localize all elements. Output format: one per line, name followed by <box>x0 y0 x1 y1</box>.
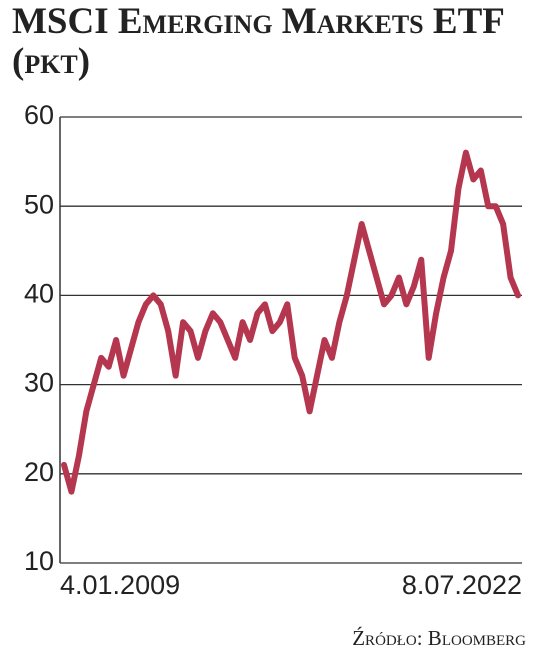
source-note: Źródło: Bloomberg <box>352 626 526 650</box>
y-tick-label: 60 <box>24 100 54 130</box>
y-tick-label: 10 <box>24 546 54 576</box>
x-tick-label: 8.07.2022 <box>402 570 522 600</box>
chart-title: MSCI Emerging Markets ETF (pkt) <box>12 1 504 82</box>
y-tick-label: 30 <box>24 368 54 398</box>
y-tick-label: 20 <box>24 457 54 487</box>
data-line <box>61 149 521 495</box>
y-tick-label: 50 <box>24 189 54 219</box>
y-tick-label: 40 <box>24 279 54 309</box>
x-tick-label: 4.01.2009 <box>60 570 180 600</box>
